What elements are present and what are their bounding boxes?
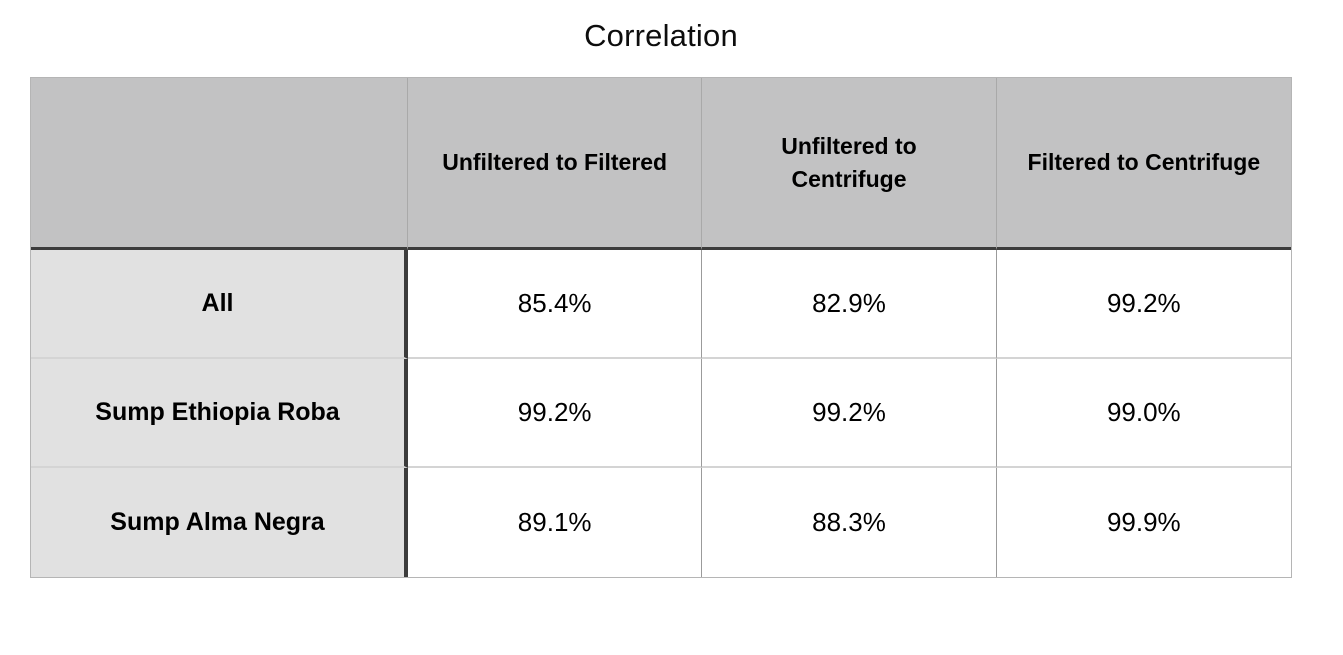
- column-header-filtered-to-centrifuge: Filtered to Centrifuge: [996, 78, 1291, 250]
- table-cell: 99.2%: [996, 250, 1291, 359]
- row-label-sump-alma-negra: Sump Alma Negra: [31, 468, 408, 577]
- column-header-unfiltered-to-filtered: Unfiltered to Filtered: [408, 78, 703, 250]
- correlation-table: Unfiltered to Filtered Unfiltered to Cen…: [30, 77, 1292, 578]
- table-cell: 82.9%: [702, 250, 997, 359]
- row-label-all: All: [31, 250, 408, 359]
- table-cell: 99.0%: [996, 359, 1291, 468]
- table-cell: 99.2%: [408, 359, 703, 468]
- row-label-sump-ethiopia-roba: Sump Ethiopia Roba: [31, 359, 408, 468]
- table-cell: 99.2%: [702, 359, 997, 468]
- table-cell: 89.1%: [408, 468, 703, 577]
- chart-title: Correlation: [584, 18, 738, 53]
- column-header-unfiltered-to-centrifuge: Unfiltered to Centrifuge: [702, 78, 997, 250]
- table-cell: 85.4%: [408, 250, 703, 359]
- table-corner-cell: [31, 78, 408, 250]
- table-cell: 99.9%: [996, 468, 1291, 577]
- table-cell: 88.3%: [702, 468, 997, 577]
